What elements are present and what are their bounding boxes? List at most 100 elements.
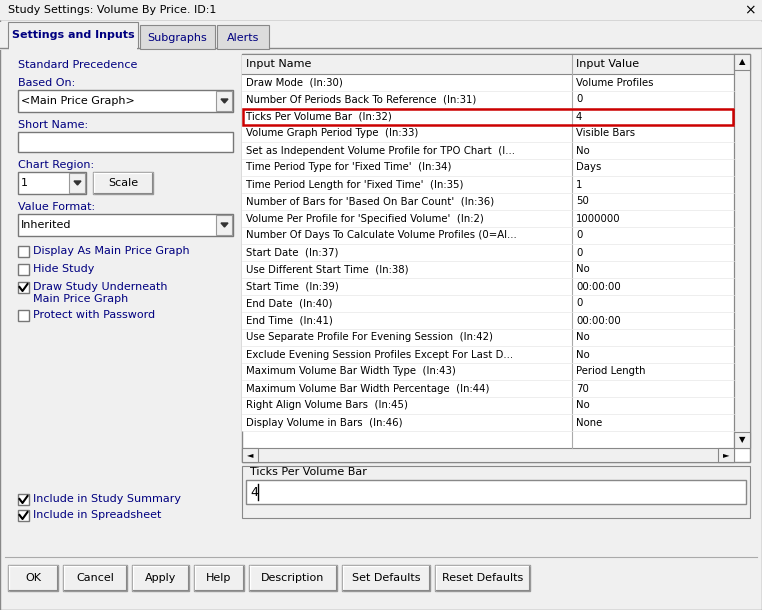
Text: Start Time  (In:39): Start Time (In:39)	[246, 281, 339, 292]
Bar	[18, 172, 86, 194]
Bar	[140, 25, 215, 49]
Bar	[342, 565, 430, 591]
Text: 70: 70	[576, 384, 589, 393]
Bar	[242, 363, 734, 380]
Text: Draw Study Underneath: Draw Study Underneath	[33, 282, 168, 292]
Text: Time Period Length for 'Fixed Time'  (In:35): Time Period Length for 'Fixed Time' (In:…	[246, 179, 463, 190]
Text: Include in Spreadsheet: Include in Spreadsheet	[33, 510, 162, 520]
Text: Display Volume in Bars  (In:46): Display Volume in Bars (In:46)	[246, 417, 402, 428]
Text: OK: OK	[25, 573, 41, 583]
Bar	[18, 510, 29, 521]
Text: End Time  (In:41): End Time (In:41)	[246, 315, 333, 326]
Text: Settings and Inputs: Settings and Inputs	[11, 30, 134, 40]
Text: 4: 4	[576, 112, 582, 121]
Bar	[194, 565, 244, 591]
Text: Right Align Volume Bars  (In:45): Right Align Volume Bars (In:45)	[246, 401, 408, 411]
Text: Ticks Per Volume Bar  (In:32): Ticks Per Volume Bar (In:32)	[246, 112, 392, 121]
Text: Description: Description	[261, 573, 325, 583]
Text: Inherited: Inherited	[21, 220, 72, 230]
Bar	[8, 565, 58, 591]
Bar	[242, 244, 734, 261]
Text: Apply: Apply	[145, 573, 176, 583]
Text: Maximum Volume Bar Width Percentage  (In:44): Maximum Volume Bar Width Percentage (In:…	[246, 384, 489, 393]
Bar	[18, 264, 29, 275]
Text: 4: 4	[250, 486, 258, 498]
Text: ◄: ◄	[247, 451, 253, 459]
Bar	[69, 173, 85, 193]
Text: Protect with Password: Protect with Password	[33, 310, 155, 320]
Text: Short Name:: Short Name:	[18, 120, 88, 130]
Text: 00:00:00: 00:00:00	[576, 281, 621, 292]
Text: Draw Mode  (In:30): Draw Mode (In:30)	[246, 77, 343, 87]
Bar	[18, 214, 233, 236]
Bar	[242, 54, 750, 462]
Text: No: No	[576, 401, 590, 411]
Bar	[242, 295, 734, 312]
Text: Input Value: Input Value	[576, 59, 639, 69]
Bar	[246, 480, 746, 504]
Text: None: None	[576, 417, 602, 428]
Text: 0: 0	[576, 95, 582, 104]
Text: Study Settings: Volume By Price. ID:1: Study Settings: Volume By Price. ID:1	[8, 5, 216, 15]
Text: 1000000: 1000000	[576, 214, 620, 223]
Text: Volume Per Profile for 'Specified Volume'  (In:2): Volume Per Profile for 'Specified Volume…	[246, 214, 484, 223]
Text: Number Of Days To Calculate Volume Profiles (0=Al...: Number Of Days To Calculate Volume Profi…	[246, 231, 517, 240]
Text: No: No	[576, 146, 590, 156]
Text: 1: 1	[21, 178, 28, 188]
Bar	[18, 282, 29, 293]
Polygon shape	[74, 181, 81, 185]
Bar	[93, 172, 153, 194]
Text: Use Separate Profile For Evening Session  (In:42): Use Separate Profile For Evening Session…	[246, 332, 493, 342]
Bar	[242, 448, 258, 462]
Text: 00:00:00: 00:00:00	[576, 315, 621, 326]
Bar	[242, 108, 734, 125]
Text: Time Period Type for 'Fixed Time'  (In:34): Time Period Type for 'Fixed Time' (In:34…	[246, 162, 452, 173]
Text: <Main Price Graph>: <Main Price Graph>	[21, 96, 135, 106]
Text: Use Different Start Time  (In:38): Use Different Start Time (In:38)	[246, 265, 408, 274]
Text: Based On:: Based On:	[18, 78, 75, 88]
Text: Main Price Graph: Main Price Graph	[33, 294, 128, 304]
Text: Input Name: Input Name	[246, 59, 312, 69]
Bar	[734, 54, 750, 70]
Text: Cancel: Cancel	[76, 573, 114, 583]
Bar	[18, 132, 233, 152]
Text: Display As Main Price Graph: Display As Main Price Graph	[33, 246, 190, 256]
Bar	[242, 261, 734, 278]
Text: No: No	[576, 350, 590, 359]
Text: Days: Days	[576, 162, 601, 173]
Bar	[18, 90, 233, 112]
Bar	[242, 91, 734, 108]
Bar	[242, 278, 734, 295]
Bar	[217, 25, 269, 49]
Text: End Date  (In:40): End Date (In:40)	[246, 298, 332, 309]
Bar	[242, 329, 734, 346]
Bar	[243, 109, 733, 124]
Bar	[242, 159, 734, 176]
Text: No: No	[576, 332, 590, 342]
Bar	[63, 565, 127, 591]
Text: 0: 0	[576, 231, 582, 240]
Text: No: No	[576, 265, 590, 274]
Text: Volume Profiles: Volume Profiles	[576, 77, 654, 87]
Bar	[18, 310, 29, 321]
Bar	[216, 215, 232, 235]
Text: Help: Help	[207, 573, 232, 583]
Bar	[242, 193, 734, 210]
Text: Period Length: Period Length	[576, 367, 645, 376]
Bar	[734, 432, 750, 448]
Bar	[242, 142, 734, 159]
Text: ▼: ▼	[738, 436, 745, 445]
Bar	[242, 380, 734, 397]
Text: Include in Study Summary: Include in Study Summary	[33, 494, 181, 504]
Text: Maximum Volume Bar Width Type  (In:43): Maximum Volume Bar Width Type (In:43)	[246, 367, 456, 376]
Text: 50: 50	[576, 196, 589, 207]
Polygon shape	[221, 223, 228, 227]
Bar	[18, 246, 29, 257]
Text: 1: 1	[576, 179, 582, 190]
Bar	[132, 565, 189, 591]
Text: Number of Bars for 'Based On Bar Count'  (In:36): Number of Bars for 'Based On Bar Count' …	[246, 196, 495, 207]
Bar	[242, 210, 734, 227]
Text: Standard Precedence: Standard Precedence	[18, 60, 137, 70]
Bar	[718, 448, 734, 462]
Bar	[249, 565, 337, 591]
